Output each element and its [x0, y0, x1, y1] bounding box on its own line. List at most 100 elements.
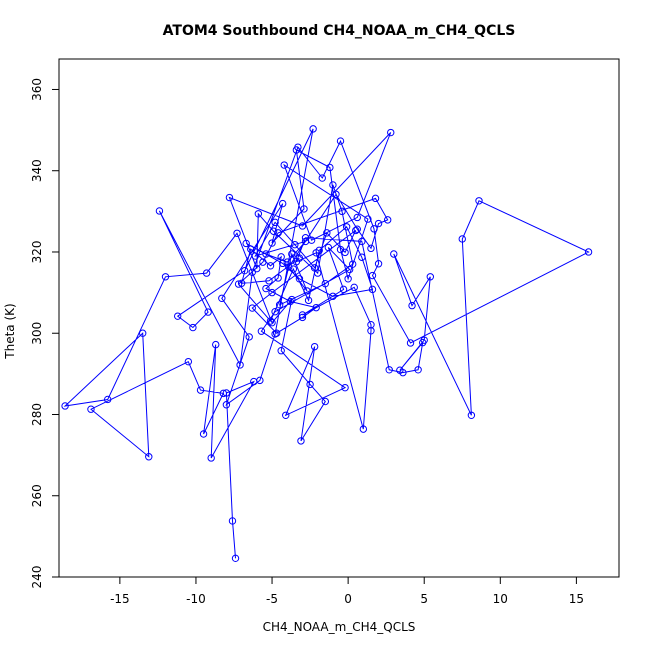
x-tick-label: 0: [344, 592, 352, 606]
data-point: [298, 222, 307, 230]
data-point: [342, 223, 351, 231]
data-point: [318, 174, 326, 182]
data-point: [584, 248, 593, 256]
data-point: [219, 389, 228, 398]
data-point: [61, 402, 69, 410]
data-point: [352, 226, 360, 235]
data-point: [161, 273, 170, 281]
data-point: [285, 263, 293, 271]
data-point: [288, 295, 296, 304]
data-point: [370, 225, 378, 233]
y-tick-label: 280: [30, 403, 44, 426]
data-point: [265, 277, 273, 285]
data-point: [277, 253, 285, 261]
data-point: [222, 401, 231, 409]
data-point: [271, 330, 279, 338]
series-points: [61, 125, 593, 563]
data-point: [262, 250, 270, 258]
data-point: [336, 137, 345, 145]
x-axis-label: CH4_NOAA_m_CH4_QCLS: [263, 620, 416, 634]
data-point: [259, 258, 267, 266]
y-tick-label: 260: [30, 484, 44, 507]
data-point: [385, 366, 393, 374]
data-point: [288, 250, 296, 258]
data-point: [292, 146, 301, 154]
data-point: [348, 260, 357, 268]
data-point: [271, 218, 279, 227]
x-tick-label: -5: [266, 592, 278, 606]
data-point: [358, 237, 366, 246]
data-point: [253, 264, 261, 273]
data-point: [426, 273, 435, 281]
data-point: [387, 128, 395, 137]
data-point: [275, 301, 284, 309]
data-point: [138, 329, 147, 337]
data-point: [204, 308, 212, 316]
data-point: [295, 254, 304, 262]
data-point: [202, 269, 211, 277]
data-point: [274, 229, 282, 237]
data-point: [358, 253, 366, 261]
data-point: [359, 425, 368, 433]
data-point: [323, 229, 331, 237]
data-point: [207, 454, 215, 462]
data-point: [312, 303, 320, 312]
data-point: [212, 340, 220, 349]
data-point: [303, 287, 311, 295]
data-point: [218, 294, 226, 302]
data-point: [242, 239, 250, 248]
data-point: [310, 342, 319, 351]
chart-title: ATOM4 Southbound CH4_NOAA_m_CH4_QCLS: [163, 23, 516, 39]
data-point: [367, 327, 375, 335]
data-point: [390, 250, 398, 258]
series-lines: [63, 128, 590, 559]
data-point: [87, 405, 95, 413]
data-point: [199, 430, 208, 438]
data-point: [321, 279, 330, 288]
data-point: [374, 260, 383, 268]
data-point: [458, 235, 466, 243]
data-point: [291, 240, 299, 249]
data-point: [368, 271, 377, 280]
x-tick-label: 5: [420, 592, 428, 606]
data-point: [310, 264, 319, 272]
data-point: [283, 258, 291, 266]
data-point: [344, 275, 352, 283]
data-point: [145, 453, 153, 461]
data-point: [155, 207, 164, 215]
plot-frame: [58, 58, 620, 578]
data-point: [338, 207, 346, 216]
data-point: [406, 339, 415, 347]
data-point: [353, 213, 361, 222]
data-point: [414, 366, 422, 374]
data-point: [282, 411, 290, 420]
data-point: [368, 285, 377, 294]
data-point: [321, 397, 330, 406]
data-point: [268, 239, 276, 247]
data-point: [332, 190, 340, 198]
data-point: [309, 125, 317, 133]
data-point: [233, 229, 241, 237]
y-tick-label: 360: [30, 78, 44, 101]
data-point: [251, 252, 260, 260]
y-tick-label: 320: [30, 241, 44, 264]
data-point: [324, 243, 333, 252]
data-point: [262, 284, 270, 293]
data-point: [297, 437, 305, 445]
data-point: [374, 219, 383, 228]
data-point: [298, 311, 307, 319]
data-point: [341, 383, 349, 392]
data-point: [225, 193, 234, 202]
data-point: [289, 265, 298, 273]
data-point: [228, 517, 237, 525]
data-point: [420, 336, 428, 344]
y-tick-label: 240: [30, 566, 44, 589]
data-point: [341, 248, 349, 257]
data-point: [278, 199, 287, 208]
data-point: [367, 244, 375, 253]
data-point: [254, 210, 263, 218]
x-axis: -15 -10 -5 0 5 10 15: [110, 577, 584, 606]
